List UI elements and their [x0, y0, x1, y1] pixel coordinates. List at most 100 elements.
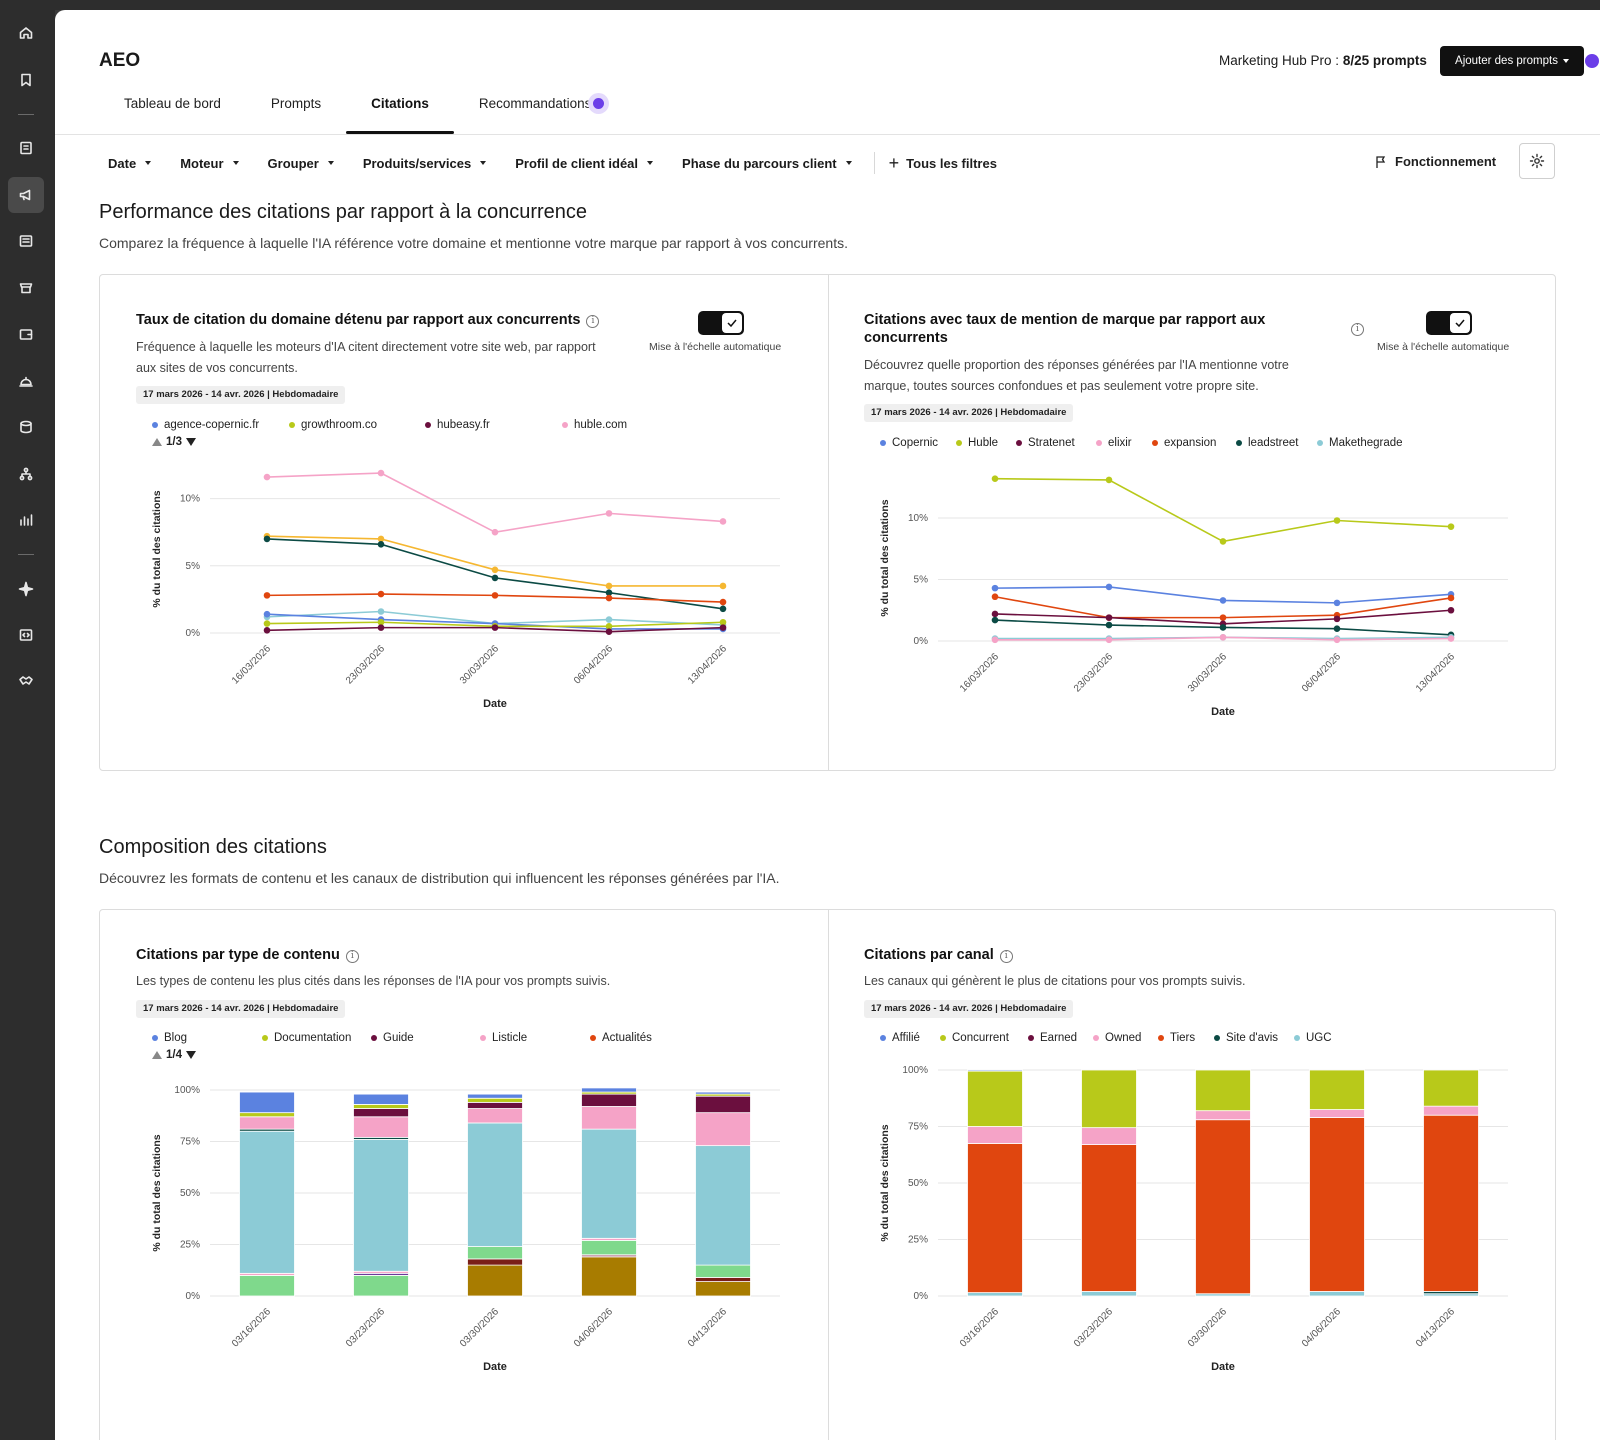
- legend-item[interactable]: Stratenet: [1016, 437, 1075, 449]
- wallet-icon[interactable]: [14, 322, 38, 346]
- bar-segment: [581, 1087, 637, 1093]
- legend-item[interactable]: Affilié: [880, 1032, 920, 1044]
- legend-item[interactable]: Tiers: [1158, 1032, 1195, 1044]
- bar-segment: [695, 1281, 751, 1297]
- data-point: [1105, 614, 1113, 621]
- content-type-description: Les types de contenu les plus cités dans…: [136, 974, 611, 988]
- bar-segment: [353, 1116, 409, 1138]
- add-prompts-button[interactable]: Ajouter des prompts: [1440, 46, 1584, 76]
- data-point: [605, 622, 613, 630]
- legend-swatch: [1214, 1035, 1220, 1041]
- info-icon[interactable]: i: [999, 950, 1013, 963]
- legend-item[interactable]: Earned: [1028, 1032, 1077, 1044]
- x-tick-label: 03/30/2026: [458, 1306, 501, 1349]
- legend-item[interactable]: Blog: [152, 1032, 187, 1044]
- x-tick-label: 03/16/2026: [958, 1306, 1001, 1349]
- legend-item[interactable]: Huble: [956, 437, 998, 449]
- legend-item[interactable]: agence-copernic.fr: [152, 419, 259, 431]
- x-tick-label: 13/04/2026: [686, 643, 729, 686]
- y-tick-label: 5%: [914, 575, 929, 586]
- tab-recommendations[interactable]: Recommandations: [454, 90, 630, 137]
- legend-item[interactable]: Guide: [371, 1032, 414, 1044]
- handshake-icon[interactable]: [14, 669, 38, 693]
- filter-icp[interactable]: Profil de client idéal: [515, 156, 654, 171]
- pager-down-icon[interactable]: [186, 438, 196, 446]
- tab-dashboard[interactable]: Tableau de bord: [99, 90, 246, 137]
- info-icon[interactable]: i: [586, 315, 600, 328]
- legend-swatch: [1093, 1035, 1099, 1041]
- commerce-icon[interactable]: [14, 276, 38, 300]
- domain-rate-title: Taux de citation du domaine détenu par r…: [136, 311, 600, 329]
- bookmark-icon[interactable]: [14, 68, 38, 92]
- x-tick-label: 03/23/2026: [1072, 1306, 1115, 1349]
- data-point: [377, 535, 385, 543]
- x-tick-label: 03/16/2026: [230, 1306, 273, 1349]
- autoscale-toggle[interactable]: [1426, 311, 1472, 335]
- x-tick-label: 03/23/2026: [344, 1306, 387, 1349]
- autoscale-toggle[interactable]: [698, 311, 744, 335]
- notification-dot-icon: [1585, 54, 1599, 68]
- section-composition-subtitle: Découvrez les formats de contenu et les …: [99, 870, 780, 886]
- filter-journey[interactable]: Phase du parcours client: [682, 156, 852, 171]
- composition-card: Citations par type de contenu i Les types…: [99, 909, 1556, 1440]
- filter-products[interactable]: Produits/services: [363, 156, 487, 171]
- legend-swatch: [1152, 440, 1158, 446]
- legend-label: Tiers: [1170, 1032, 1196, 1044]
- dev-icon[interactable]: [14, 623, 38, 647]
- legend-item[interactable]: Listicle: [480, 1032, 527, 1044]
- y-tick-label: 75%: [908, 1122, 928, 1133]
- legend-item[interactable]: Owned: [1093, 1032, 1141, 1044]
- legend-item[interactable]: hubeasy.fr: [425, 419, 490, 431]
- legend-label: Site d'avis: [1226, 1032, 1279, 1044]
- legend-item[interactable]: UGC: [1294, 1032, 1332, 1044]
- bar-segment: [1081, 1144, 1137, 1292]
- settings-button[interactable]: [1519, 143, 1555, 179]
- legend-item[interactable]: Copernic: [880, 437, 938, 449]
- legend-item[interactable]: Site d'avis: [1214, 1032, 1278, 1044]
- legend-item[interactable]: huble.com: [562, 419, 627, 431]
- how-it-works-button[interactable]: Fonctionnement: [1375, 154, 1496, 169]
- pager-up-icon[interactable]: [152, 1051, 162, 1059]
- bar-segment: [581, 1239, 637, 1256]
- contacts-icon[interactable]: [14, 136, 38, 160]
- legend-swatch: [1096, 440, 1102, 446]
- home-icon[interactable]: [14, 21, 38, 45]
- legend-item[interactable]: Concurrent: [940, 1032, 1009, 1044]
- legend-item[interactable]: Makethegrade: [1317, 437, 1403, 449]
- info-icon[interactable]: i: [345, 950, 359, 963]
- legend-item[interactable]: Actualités: [590, 1032, 652, 1044]
- bar-segment: [967, 1292, 1023, 1297]
- y-tick-label: 0%: [186, 1291, 201, 1302]
- database-icon[interactable]: [14, 415, 38, 439]
- bar-segment: [695, 1091, 751, 1095]
- pager-up-icon[interactable]: [152, 438, 162, 446]
- reports-icon[interactable]: [14, 508, 38, 532]
- legend-item[interactable]: elixir: [1096, 437, 1132, 449]
- filter-date[interactable]: Date: [108, 156, 152, 171]
- hierarchy-icon[interactable]: [14, 462, 38, 486]
- filter-group[interactable]: Grouper: [268, 156, 334, 171]
- info-icon[interactable]: i: [1351, 323, 1364, 336]
- content-icon[interactable]: [14, 229, 38, 253]
- sparkle-icon[interactable]: [14, 577, 38, 601]
- all-filters-label: Tous les filtres: [906, 155, 997, 171]
- legend-item[interactable]: expansion: [1152, 437, 1216, 449]
- service-icon[interactable]: [14, 369, 38, 393]
- pager-down-icon[interactable]: [186, 1051, 196, 1059]
- filter-engine[interactable]: Moteur: [180, 156, 239, 171]
- legend-item[interactable]: leadstreet: [1236, 437, 1299, 449]
- all-filters-button[interactable]: + Tous les filtres: [889, 154, 997, 172]
- legend-swatch: [1294, 1035, 1300, 1041]
- legend-swatch: [956, 440, 962, 446]
- tab-prompts[interactable]: Prompts: [246, 90, 346, 137]
- check-icon: [1450, 313, 1470, 333]
- legend-swatch: [940, 1035, 946, 1041]
- brand-mention-title: Citations avec taux de mention de marque…: [864, 311, 1304, 347]
- legend-item[interactable]: growthroom.co: [289, 419, 377, 431]
- megaphone-icon[interactable]: [8, 177, 44, 213]
- legend-label: Owned: [1105, 1032, 1142, 1044]
- legend-item[interactable]: Documentation: [262, 1032, 351, 1044]
- desc-line: aux sites de vos concurrents.: [136, 361, 298, 375]
- tab-citations[interactable]: Citations: [346, 90, 454, 137]
- data-point: [1333, 517, 1341, 524]
